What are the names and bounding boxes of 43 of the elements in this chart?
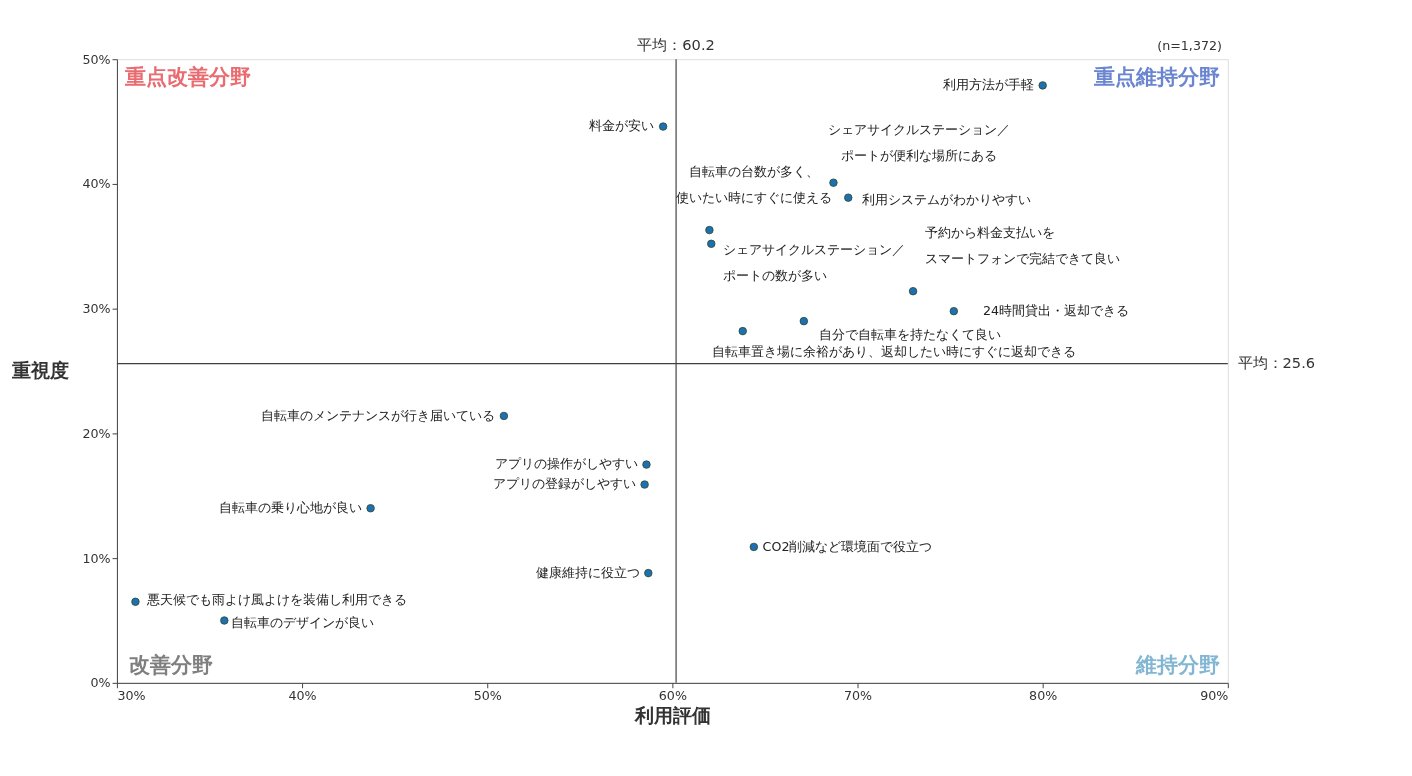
x-tick-label: 60% bbox=[658, 687, 687, 703]
annotation: アプリの操作がしやすい bbox=[494, 456, 638, 472]
x-tick-label: 80% bbox=[1029, 687, 1058, 703]
y-tick-label: 10% bbox=[82, 550, 111, 566]
annotation: 自転車の台数が多く、 bbox=[689, 163, 820, 179]
y-tick-label: 40% bbox=[82, 176, 111, 192]
annotation: 悪天候でも雨よけ風よけを装備し利用できる bbox=[146, 591, 408, 607]
annotation: 維持分野 bbox=[1135, 652, 1221, 678]
annotation: 24時間貸出・返却できる bbox=[983, 303, 1130, 319]
annotation: 予約から料金支払いを bbox=[924, 224, 1055, 240]
x-tick-label: 40% bbox=[288, 687, 317, 703]
annotation: シェアサイクルステーション／ bbox=[722, 241, 905, 257]
text: (n=1,372) bbox=[1157, 38, 1222, 54]
annotation: 自転車の乗り心地が良い bbox=[218, 500, 362, 516]
annotation: 利用方法が手軽 bbox=[942, 77, 1034, 93]
annotation: 重点維持分野 bbox=[1093, 63, 1221, 89]
x-tick-label: 30% bbox=[117, 687, 146, 703]
annotation: アプリの登録がしやすい bbox=[492, 476, 636, 492]
y-tick-label: 30% bbox=[82, 301, 111, 317]
annotation: ポートが便利な場所にある bbox=[841, 148, 998, 164]
annotation: 利用システムがわかりやすい bbox=[861, 191, 1031, 207]
annotation: 料金が安い bbox=[589, 118, 655, 134]
annotation: 改善分野 bbox=[128, 652, 213, 678]
ref-line-label: 平均：60.2 bbox=[637, 36, 715, 54]
y-tick-label: 20% bbox=[82, 425, 111, 441]
annotation: 重点改善分野 bbox=[123, 63, 251, 89]
annotation: CO2削減など環境面で役立つ bbox=[762, 538, 933, 554]
annotation: シェアサイクルステーション／ bbox=[828, 121, 1011, 137]
x-axis-title: 利用評価 bbox=[633, 704, 711, 728]
x-tick-label: 90% bbox=[1200, 687, 1229, 703]
annotation: スマートフォンで完結できて良い bbox=[924, 250, 1120, 266]
ref-line-label: 平均：25.6 bbox=[1237, 354, 1316, 372]
annotation: ポートの数が多い bbox=[722, 267, 827, 283]
x-tick-label: 70% bbox=[843, 687, 873, 703]
annotation: 自転車置き場に余裕があり、返却したい時にすぐに返却できる bbox=[711, 344, 1076, 360]
annotation: 健康維持に役立つ bbox=[535, 565, 640, 580]
y-axis-title: 重視度 bbox=[10, 359, 69, 383]
y-tick-label: 0% bbox=[90, 675, 111, 691]
x-tick-label: 50% bbox=[473, 687, 502, 703]
annotation: 自転車のメンテナンスが行き届いている bbox=[261, 407, 496, 423]
y-tick-label: 50% bbox=[82, 51, 111, 67]
annotation: 自転車のデザインが良い bbox=[231, 615, 375, 631]
annotation: 自分で自転車を持たなくて良い bbox=[819, 326, 1002, 342]
